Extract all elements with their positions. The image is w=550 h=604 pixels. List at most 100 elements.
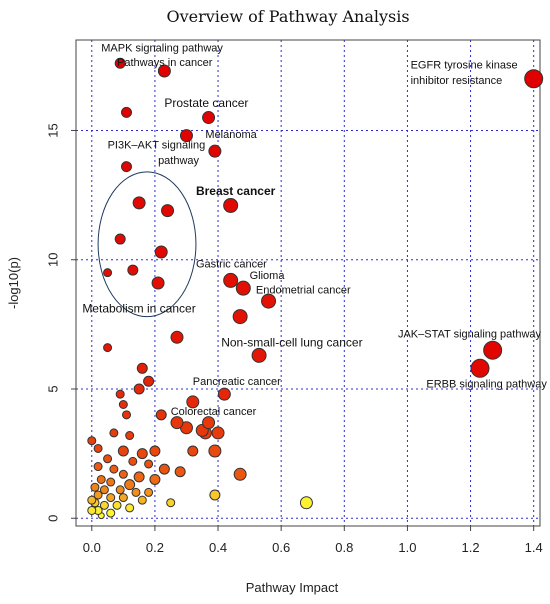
data-point-37 [149, 445, 161, 457]
y-tick-label: 10 [45, 252, 60, 266]
data-point-83 [114, 57, 126, 69]
y-tick-label: 15 [45, 123, 60, 137]
data-point-65 [235, 280, 251, 296]
data-point-29 [174, 466, 186, 478]
annotation-label: Prostate cancer [164, 96, 248, 110]
data-point-45 [211, 426, 225, 440]
data-point-53 [115, 389, 125, 399]
data-point-49 [170, 416, 184, 430]
data-point-2 [299, 496, 313, 510]
annotation-label: JAK–STAT signaling pathway [398, 328, 542, 340]
data-point-54 [133, 383, 145, 395]
annotation-label: Pancreatic cancer [193, 376, 281, 388]
annotation-label: Breast cancer [196, 184, 276, 198]
data-point-23 [96, 474, 106, 484]
data-point-5 [87, 505, 97, 515]
data-point-58 [136, 362, 148, 374]
annotation-label: Non-small-cell lung cancer [221, 335, 362, 349]
data-point-66 [127, 264, 139, 276]
data-point-78 [202, 111, 216, 125]
data-point-80 [179, 129, 193, 143]
data-point-12 [137, 495, 147, 505]
data-point-60 [103, 343, 113, 353]
data-point-41 [87, 436, 97, 446]
data-point-10 [209, 489, 221, 501]
plot-frame [75, 39, 541, 527]
annotation-label: Melanoma [205, 129, 257, 141]
x-tick-label: 0.8 [335, 540, 353, 555]
annotation-label: EGFR tyrosine kinase [411, 59, 518, 71]
data-point-26 [118, 469, 128, 479]
y-axis-ticks: 0 5 10 15 [45, 123, 76, 522]
data-point-6 [112, 500, 122, 510]
annotation-label: Glioma [250, 270, 286, 282]
x-tick-label: 0.0 [83, 540, 101, 555]
annotation-label: ERBB signaling pathway [426, 379, 547, 391]
annotation-label: Gastric cancer [196, 258, 267, 270]
annotation-label: MAPK signaling pathway [101, 43, 223, 55]
annotation-label: Colorectal cancer [171, 406, 257, 418]
data-point-61 [170, 330, 184, 344]
data-point-39 [117, 445, 129, 457]
data-point-64 [223, 272, 239, 288]
data-point-38 [187, 445, 199, 457]
x-tick-label: 0.2 [146, 540, 164, 555]
data-point-36 [136, 448, 148, 460]
data-point-56 [217, 387, 231, 401]
data-point-57 [143, 375, 155, 387]
data-point-7 [99, 500, 109, 510]
data-point-63 [232, 309, 248, 325]
data-point-72 [223, 197, 239, 213]
data-point-30 [233, 467, 247, 481]
data-point-4 [125, 503, 135, 513]
data-point-82 [157, 64, 171, 78]
pathway-annotations: MAPK signaling pathway Pathways in cancer… [82, 43, 547, 418]
y-tick-label: 5 [45, 385, 60, 392]
data-point-14 [106, 493, 116, 503]
data-point-48 [202, 416, 216, 430]
x-tick-label: 1.4 [525, 540, 543, 555]
data-point-43 [125, 431, 135, 441]
data-point-22 [106, 477, 116, 487]
data-point-40 [93, 443, 103, 453]
data-point-33 [128, 456, 138, 466]
data-point-18 [115, 485, 125, 495]
data-point-15 [93, 490, 103, 500]
data-point-27 [109, 464, 119, 474]
y-tick-label: 0 [45, 515, 60, 522]
highlight-ellipse-group [97, 171, 197, 318]
data-point-16 [144, 487, 154, 497]
data-point-28 [93, 462, 103, 472]
data-point-75 [483, 340, 503, 360]
data-point-74 [161, 204, 175, 218]
data-point-42 [109, 428, 119, 438]
data-point-8 [166, 498, 176, 508]
data-point-25 [133, 471, 145, 483]
data-point-52 [118, 400, 128, 409]
data-points [87, 57, 544, 520]
x-axis-label: Pathway Impact [246, 580, 339, 595]
data-point-24 [149, 473, 161, 485]
data-point-73 [132, 196, 146, 210]
data-point-70 [154, 245, 168, 259]
data-point-69 [114, 233, 126, 245]
x-axis-ticks: 0.0 0.2 0.4 0.6 0.8 1.0 1.2 1.4 [83, 526, 543, 555]
data-point-81 [524, 69, 544, 89]
chart-title: Overview of Pathway Analysis [166, 7, 409, 26]
data-point-62 [261, 293, 277, 309]
data-point-79 [121, 106, 133, 118]
x-tick-label: 1.2 [462, 540, 480, 555]
data-point-76 [208, 144, 222, 158]
data-point-1 [106, 508, 116, 518]
data-point-67 [103, 268, 113, 278]
annotation-label: Pathways in cancer [117, 57, 213, 69]
data-point-51 [155, 409, 167, 421]
data-point-55 [186, 395, 200, 409]
x-tick-label: 0.4 [209, 540, 227, 555]
data-point-13 [118, 493, 128, 503]
data-point-77 [121, 161, 133, 173]
annotation-label: pathway [158, 155, 199, 167]
data-point-35 [208, 444, 222, 458]
data-point-17 [131, 487, 141, 497]
